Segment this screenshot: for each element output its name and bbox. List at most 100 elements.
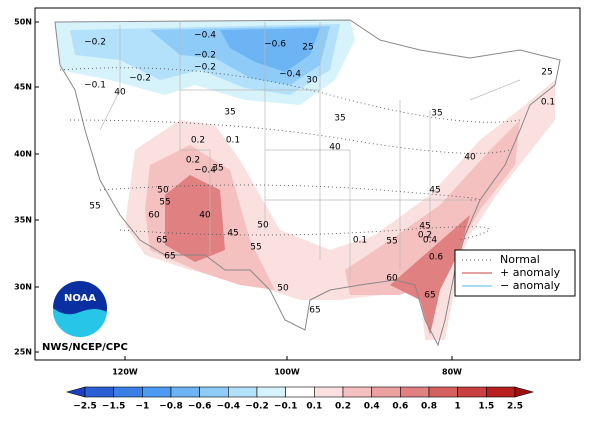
contour-label: 30 <box>306 76 318 86</box>
legend-label: + anomaly <box>500 266 561 279</box>
contour-label: 40 <box>114 88 126 98</box>
contour-label: 45 <box>429 186 440 196</box>
colorbar-box <box>400 386 430 398</box>
contour-label: 55 <box>89 202 100 212</box>
contour-label: −0.2 <box>194 51 216 61</box>
colorbar-box <box>314 386 344 398</box>
contour-label: 45 <box>419 222 430 232</box>
colorbar-label: 0.1 <box>306 402 322 412</box>
lat-label: 50N <box>14 18 32 27</box>
legend-label: Normal <box>500 253 540 266</box>
contour-label: 40 <box>199 211 211 221</box>
contour-label: −0.2 <box>194 63 216 73</box>
contour-label: 55 <box>159 198 170 208</box>
colorbar-label: −0.2 <box>245 402 268 412</box>
contour-label: 65 <box>156 236 167 246</box>
colorbar-label: 0.2 <box>335 402 351 412</box>
contour-label: 60 <box>148 211 160 221</box>
colorbar-label: −1 <box>135 402 149 412</box>
colorbar-label: 0.8 <box>421 402 437 412</box>
positive-anomaly <box>145 120 520 295</box>
colorbar-box <box>228 386 258 398</box>
state-borders <box>99 22 521 280</box>
colorbar-label: 0.6 <box>392 402 408 412</box>
colorbar-box <box>285 386 315 398</box>
logo-caption: NWS/NCEP/CPC <box>42 342 128 353</box>
legend-box <box>454 249 576 297</box>
colorbar-box <box>113 386 143 398</box>
contour-label: 55 <box>250 243 261 253</box>
contour-label: −0.1 <box>84 81 106 91</box>
contour-label: 0.6 <box>429 253 444 263</box>
colorbar-box <box>428 386 458 398</box>
lat-label: 35N <box>14 216 32 225</box>
contour-label: −0.4 <box>194 166 216 176</box>
colorbar-label: −0.4 <box>217 402 240 412</box>
legend-label: − anomaly <box>500 279 561 292</box>
contour-label: 45 <box>227 229 238 239</box>
logo: NOAA <box>52 281 107 338</box>
colorbar-box <box>84 386 114 398</box>
contour-label: −0.4 <box>194 31 216 41</box>
contour-label: 0.1 <box>353 236 367 246</box>
colorbar-box <box>457 386 487 398</box>
normal-contours <box>59 67 521 241</box>
lon-label: 80W <box>442 368 462 377</box>
colorbar-box <box>199 386 229 398</box>
colorbar-label: 2.5 <box>507 402 523 412</box>
colorbar-label: 1.5 <box>478 402 494 412</box>
colorbar-label: 0.4 <box>364 402 380 412</box>
contour-label: 0.1 <box>226 136 240 146</box>
contour-label: 35 <box>224 108 235 118</box>
colorbar-box <box>142 386 172 398</box>
colorbar-label: 1 <box>455 402 461 412</box>
contour-label: 0.2 <box>418 231 432 241</box>
contour-label: 40 <box>464 153 476 163</box>
contour-label: 55 <box>386 237 397 247</box>
lat-label: 40N <box>14 150 32 159</box>
contour-label: 35 <box>334 114 345 124</box>
colorbar-box <box>342 386 372 398</box>
contour-label: −0.4 <box>279 70 301 80</box>
logo-text: NOAA <box>64 293 96 304</box>
contour-label: 40 <box>329 143 341 153</box>
lat-label: 30N <box>14 283 32 292</box>
colorbar-label: −0.8 <box>159 402 182 412</box>
colorbar-box <box>371 386 401 398</box>
colorbar-label: −0.6 <box>188 402 211 412</box>
contour-label: 35 <box>431 109 442 119</box>
contour-label: 65 <box>309 306 320 316</box>
contour-label: 65 <box>164 252 175 262</box>
contour-label: 0.4 <box>423 236 438 246</box>
contour-label: 25 <box>302 43 313 53</box>
contour-label: −0.2 <box>129 74 151 84</box>
colorbar-label: −0.1 <box>274 402 297 412</box>
lat-label: 45N <box>14 83 32 92</box>
colorbar-end <box>65 386 86 398</box>
contour-label: 50 <box>277 284 289 294</box>
lon-label: 100W <box>274 368 300 377</box>
contour-label: 0.2 <box>186 156 200 166</box>
contour-label: −0.6 <box>264 40 286 50</box>
contour-label: 0.2 <box>191 136 205 146</box>
contour-label: 50 <box>157 186 169 196</box>
colorbar-label: −2.5 <box>73 402 96 412</box>
contour-label: 60 <box>386 274 398 284</box>
contour-label: 35 <box>212 164 223 174</box>
contour-label: 65 <box>424 291 435 301</box>
contour-label: 0.1 <box>541 98 555 108</box>
colorbar-end <box>514 386 535 398</box>
contour-label: −0.2 <box>84 38 106 48</box>
coastline <box>54 19 561 347</box>
logo-wave <box>52 308 107 338</box>
colorbar-box <box>256 386 286 398</box>
positive-anomaly <box>165 175 470 335</box>
lat-label: 25N <box>14 348 32 357</box>
colorbar-box <box>170 386 200 398</box>
contour-label: 50 <box>257 221 269 231</box>
colorbar-label: −1.5 <box>102 402 125 412</box>
lon-label: 120W <box>112 368 138 377</box>
legend: Normal + anomaly − anomaly <box>454 249 576 297</box>
